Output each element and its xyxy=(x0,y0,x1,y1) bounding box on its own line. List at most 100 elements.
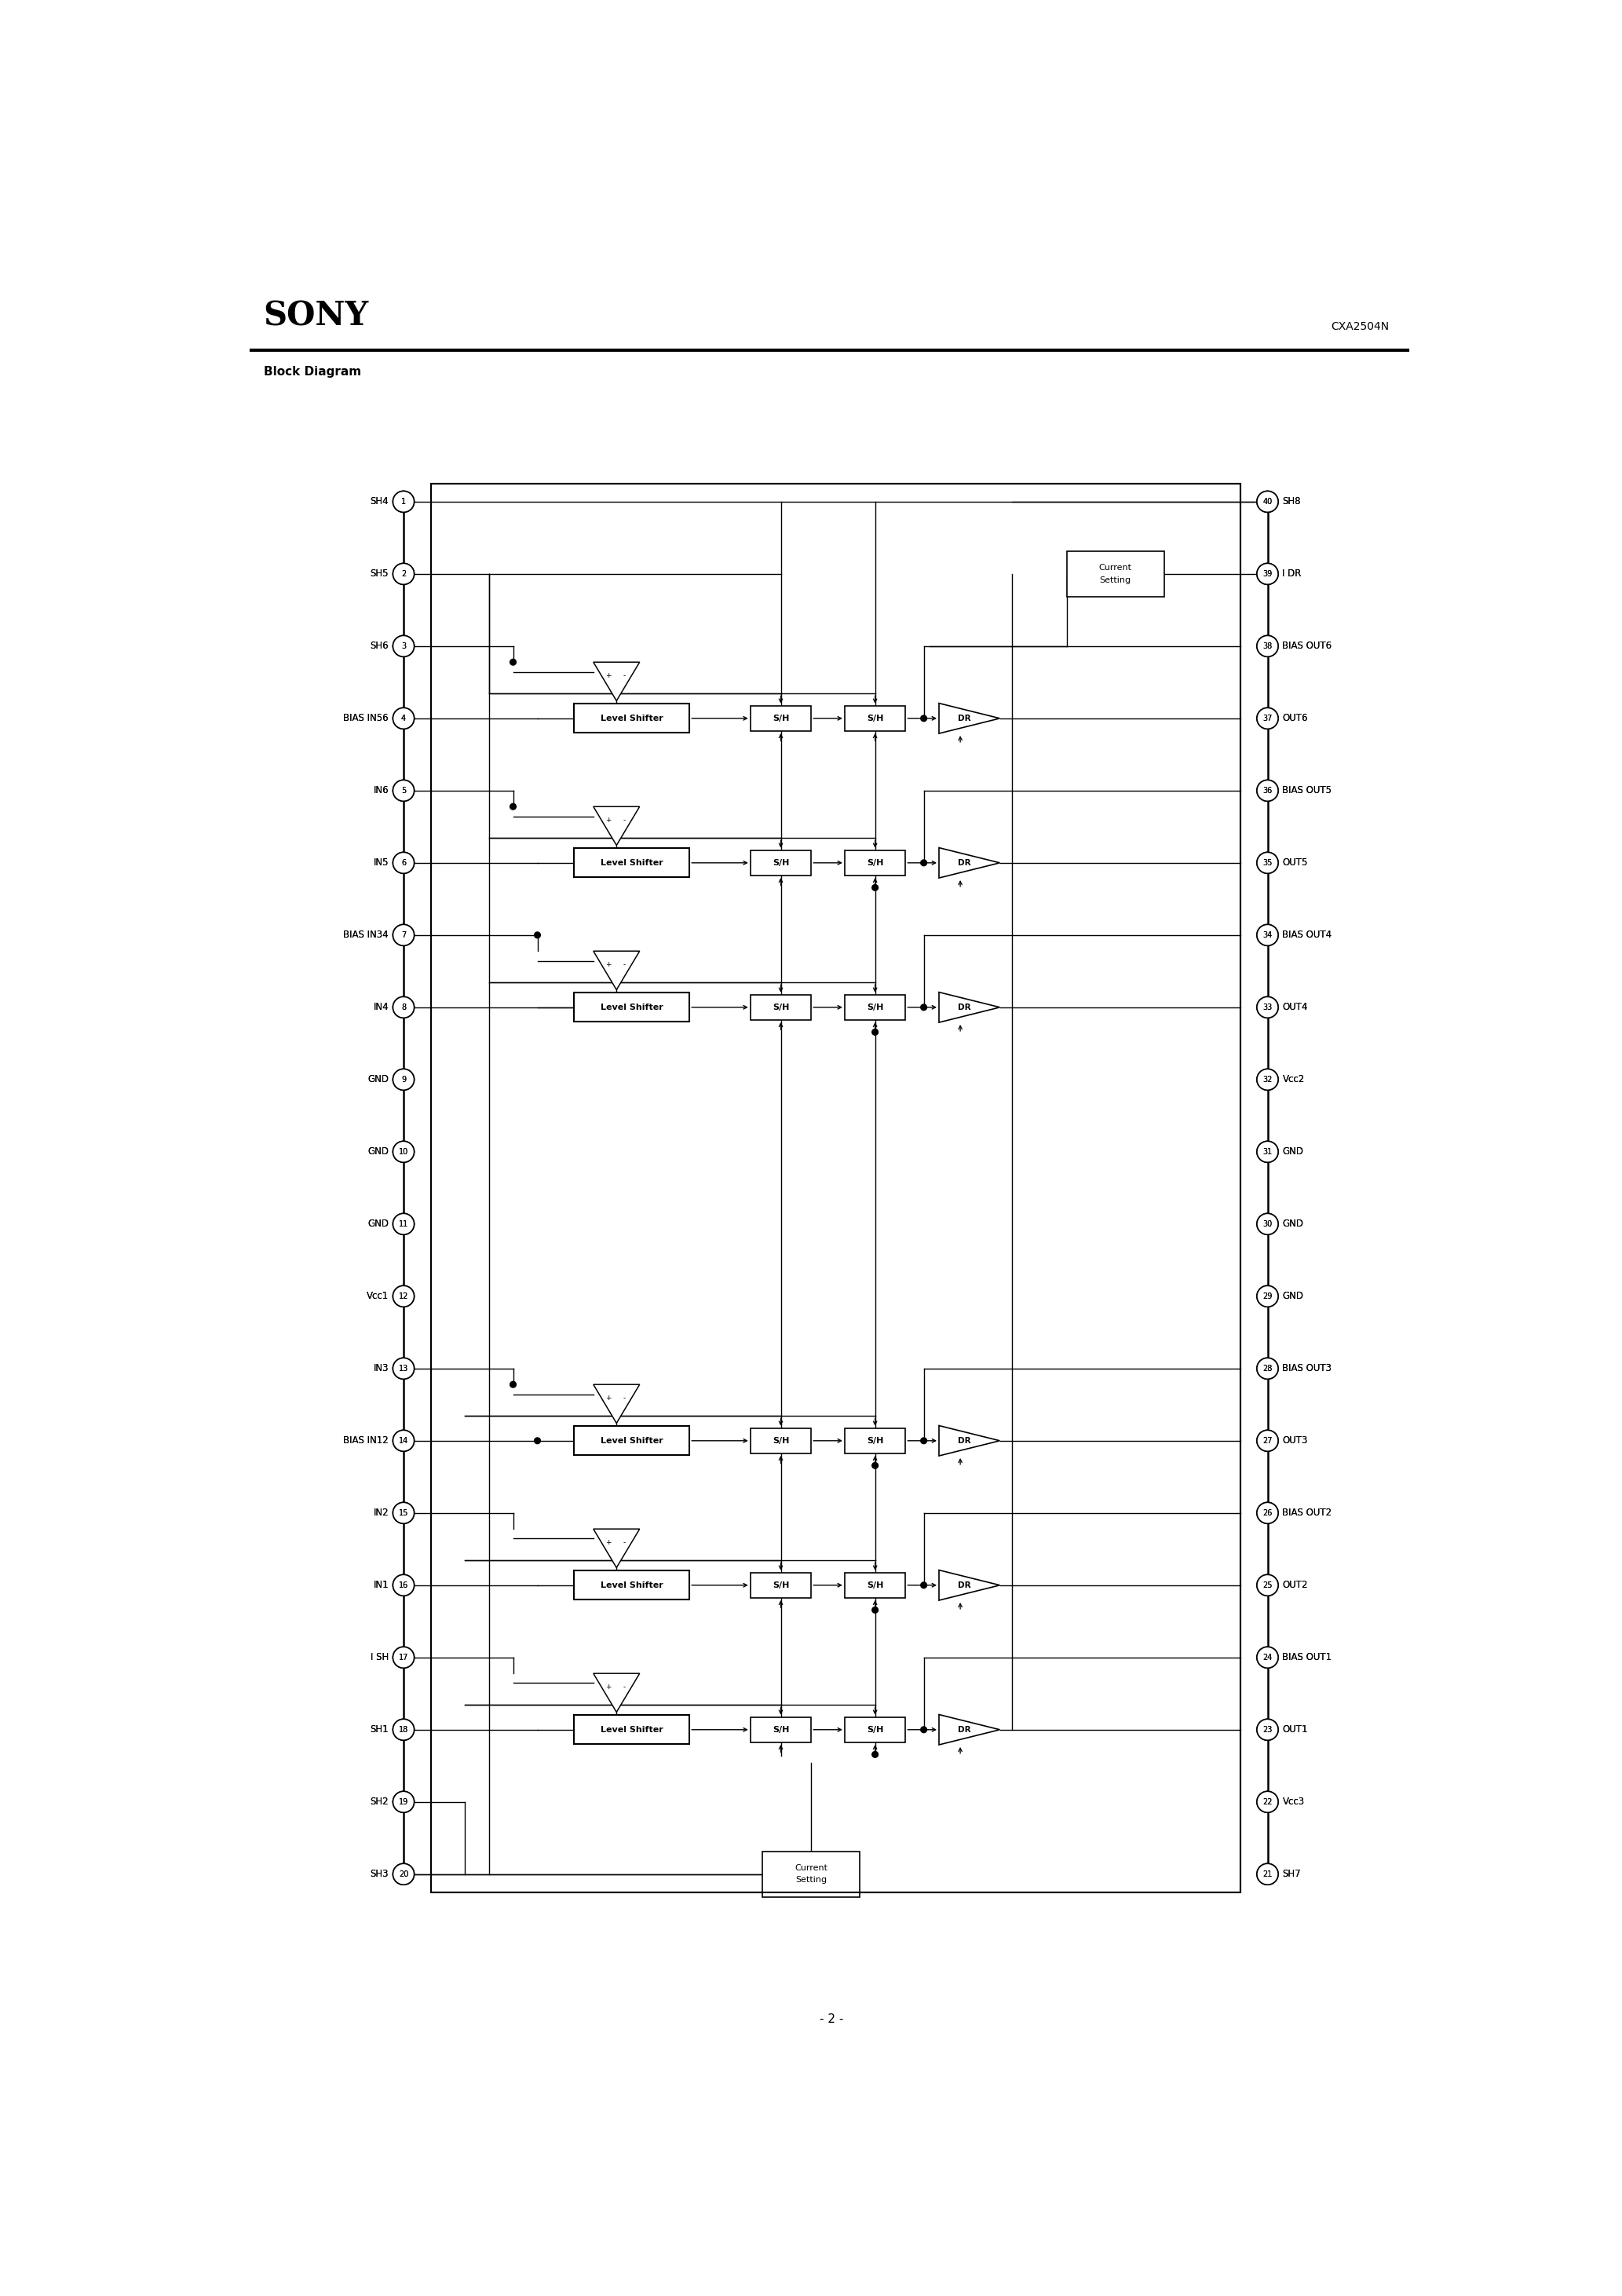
Bar xyxy=(574,1426,689,1456)
Bar xyxy=(751,994,811,1019)
Circle shape xyxy=(393,1070,414,1091)
Text: SH1: SH1 xyxy=(370,1724,389,1736)
Circle shape xyxy=(393,1575,414,1596)
Text: 32: 32 xyxy=(1262,1075,1272,1084)
Bar xyxy=(431,484,1241,1892)
Circle shape xyxy=(1257,852,1278,872)
Polygon shape xyxy=(594,951,639,990)
Circle shape xyxy=(393,636,414,657)
Text: 39: 39 xyxy=(1262,569,1272,579)
Polygon shape xyxy=(939,1570,999,1600)
Text: 18: 18 xyxy=(399,1727,409,1733)
Text: 7: 7 xyxy=(401,932,406,939)
Text: 10: 10 xyxy=(399,1148,409,1155)
Text: 35: 35 xyxy=(1262,859,1272,868)
Circle shape xyxy=(873,1463,878,1469)
Bar xyxy=(574,1570,689,1600)
Circle shape xyxy=(921,1727,926,1733)
Text: - 2 -: - 2 - xyxy=(819,2014,843,2025)
Text: 13: 13 xyxy=(399,1364,409,1373)
Circle shape xyxy=(393,491,414,512)
Circle shape xyxy=(393,1791,414,1812)
Text: Vcc3: Vcc3 xyxy=(1283,1798,1304,1807)
Circle shape xyxy=(1257,1502,1278,1525)
Circle shape xyxy=(393,1791,414,1812)
Text: Block Diagram: Block Diagram xyxy=(264,365,362,379)
Bar xyxy=(845,1573,905,1598)
Text: 32: 32 xyxy=(1262,1075,1272,1084)
Text: 3: 3 xyxy=(401,643,406,650)
Polygon shape xyxy=(594,1529,639,1568)
Text: 11: 11 xyxy=(399,1219,409,1228)
Text: 14: 14 xyxy=(399,1437,409,1444)
Circle shape xyxy=(509,804,516,810)
Bar xyxy=(431,484,1241,1892)
Text: 23: 23 xyxy=(1262,1727,1272,1733)
Text: BIAS OUT4: BIAS OUT4 xyxy=(1283,930,1332,939)
Polygon shape xyxy=(939,703,999,732)
Text: DR: DR xyxy=(959,714,972,723)
Circle shape xyxy=(921,1437,926,1444)
Circle shape xyxy=(1257,563,1278,585)
Circle shape xyxy=(1257,1864,1278,1885)
Text: 10: 10 xyxy=(399,1148,409,1155)
Circle shape xyxy=(393,1070,414,1091)
Text: S/H: S/H xyxy=(772,859,790,868)
Text: 17: 17 xyxy=(399,1653,409,1662)
Circle shape xyxy=(1257,636,1278,657)
Circle shape xyxy=(1257,1575,1278,1596)
Circle shape xyxy=(393,1212,414,1235)
Text: DR: DR xyxy=(959,1727,972,1733)
Text: BIAS OUT5: BIAS OUT5 xyxy=(1283,785,1332,797)
Bar xyxy=(1067,551,1165,597)
Text: S/H: S/H xyxy=(772,1003,790,1010)
Text: Vcc1: Vcc1 xyxy=(367,1290,389,1302)
Circle shape xyxy=(873,1607,878,1614)
Text: IN2: IN2 xyxy=(373,1508,389,1518)
Text: 38: 38 xyxy=(1262,643,1272,650)
Text: -: - xyxy=(623,1538,626,1545)
Text: 13: 13 xyxy=(399,1364,409,1373)
Circle shape xyxy=(873,1029,878,1035)
Text: Level Shifter: Level Shifter xyxy=(600,1437,663,1444)
Circle shape xyxy=(393,781,414,801)
Text: Current: Current xyxy=(795,1864,827,1871)
Text: 4: 4 xyxy=(401,714,406,723)
Text: DR: DR xyxy=(959,859,972,868)
Text: Level Shifter: Level Shifter xyxy=(600,714,663,723)
Text: 9: 9 xyxy=(401,1075,406,1084)
Text: 5: 5 xyxy=(401,788,406,794)
Text: 21: 21 xyxy=(1262,1871,1272,1878)
Circle shape xyxy=(1257,996,1278,1017)
Circle shape xyxy=(1257,707,1278,728)
Text: SONY: SONY xyxy=(264,298,368,333)
Circle shape xyxy=(393,1502,414,1525)
Circle shape xyxy=(1257,1791,1278,1812)
Text: 18: 18 xyxy=(399,1727,409,1733)
Circle shape xyxy=(1257,1575,1278,1596)
Circle shape xyxy=(393,1357,414,1380)
Text: +: + xyxy=(605,1394,611,1401)
Text: 28: 28 xyxy=(1262,1364,1272,1373)
Text: Vcc2: Vcc2 xyxy=(1283,1075,1304,1084)
Text: 36: 36 xyxy=(1262,788,1272,794)
Circle shape xyxy=(393,707,414,728)
Circle shape xyxy=(393,1864,414,1885)
Circle shape xyxy=(1257,1141,1278,1162)
Text: GND: GND xyxy=(1283,1290,1304,1302)
Text: 27: 27 xyxy=(1262,1437,1272,1444)
Circle shape xyxy=(1257,852,1278,872)
Text: I DR: I DR xyxy=(1283,569,1301,579)
Text: IN4: IN4 xyxy=(373,1001,389,1013)
Circle shape xyxy=(1257,925,1278,946)
Text: 3: 3 xyxy=(401,643,406,650)
Text: BIAS IN56: BIAS IN56 xyxy=(344,714,389,723)
Text: GND: GND xyxy=(368,1219,389,1228)
Text: BIAS IN34: BIAS IN34 xyxy=(344,930,389,939)
Text: IN3: IN3 xyxy=(373,1364,389,1373)
Bar xyxy=(845,1428,905,1453)
Text: SH1: SH1 xyxy=(370,1724,389,1736)
Circle shape xyxy=(393,925,414,946)
Circle shape xyxy=(393,1141,414,1162)
Text: 5: 5 xyxy=(401,788,406,794)
